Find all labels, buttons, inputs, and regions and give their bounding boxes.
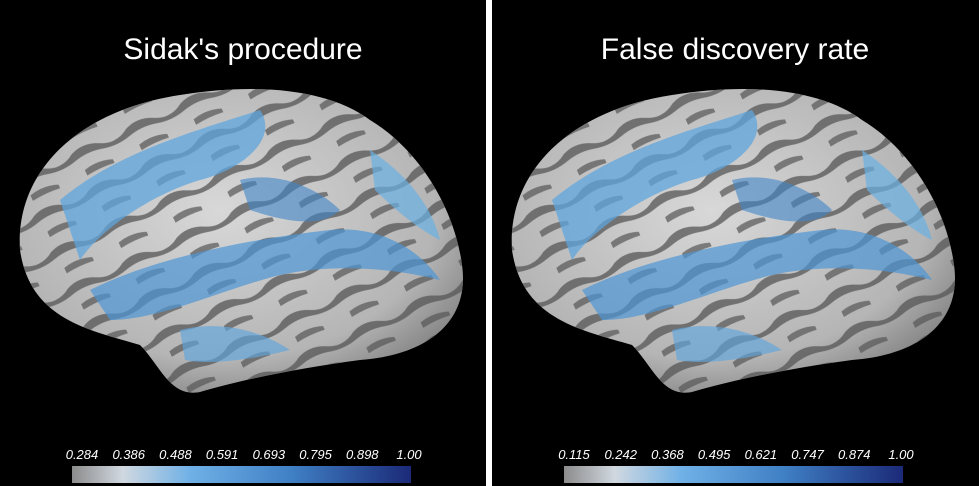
colorbar-label: 1.00 [396,447,422,462]
colorbar-label: 0.874 [838,447,871,462]
colorbar-label: 0.621 [745,447,778,462]
colorbar-label: 0.242 [604,447,637,462]
colorbar-label: 0.115 [558,447,590,462]
colorbar-label: 0.693 [253,447,286,462]
panel-title: Sidak's procedure [123,33,362,66]
colorbar-label: 0.898 [346,447,379,462]
colorbar [72,466,411,483]
colorbar-label: 0.747 [791,447,824,462]
colorbar-label: 1.00 [888,447,914,462]
colorbar-label: 0.386 [112,447,145,462]
panel-title: False discovery rate [601,33,869,66]
colorbar-label: 0.495 [698,447,731,462]
colorbar-label: 0.795 [299,447,332,462]
colorbar-label: 0.368 [651,447,684,462]
annotations: Sidak's procedure 0.284 0.386 0.488 0.591 0.6… [66,33,914,483]
colorbar-label: 0.284 [66,447,99,462]
colorbar-label: 0.591 [206,447,239,462]
colorbar-label: 0.488 [159,447,192,462]
colorbar [564,466,903,483]
